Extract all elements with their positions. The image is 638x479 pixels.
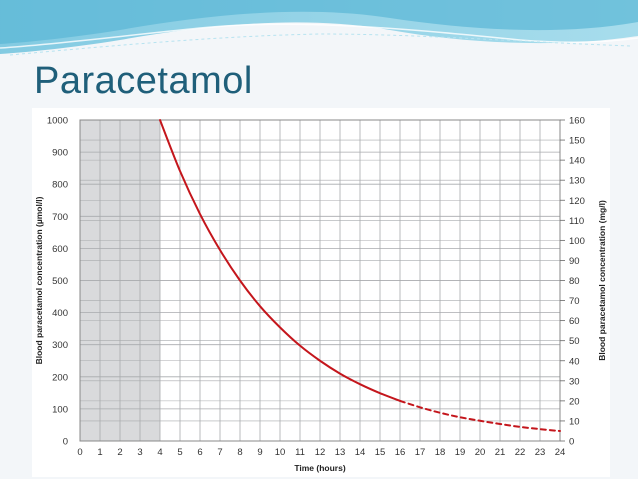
series-group: [159, 119, 561, 433]
y-right-tick-label: 80: [569, 276, 580, 287]
x-tick-label: 11: [295, 447, 305, 458]
y-right-tick-label: 150: [569, 136, 585, 147]
y-left-tick-label: 200: [52, 372, 68, 383]
y-right-tick-label: 120: [569, 196, 585, 207]
x-tick-label: 20: [475, 447, 486, 458]
y-left-tick-label: 900: [52, 148, 68, 159]
y-right-tick-label: 140: [569, 156, 585, 167]
y-left-tick-label: 800: [52, 180, 68, 191]
y-right-tick-label: 30: [569, 376, 580, 387]
x-tick-label: 21: [495, 447, 506, 458]
y-left-tick-label: 1000: [47, 116, 68, 127]
x-tick-label: 8: [237, 447, 242, 458]
y-axis-left-title: Blood paracetamol concentration (µmol/l): [34, 196, 44, 364]
x-tick-label: 16: [395, 447, 406, 458]
slide-header-decoration: [0, 0, 638, 56]
y-right-tick-label: 160: [569, 116, 585, 127]
y-left-tick-label: 500: [52, 276, 68, 287]
x-tick-label: 1: [97, 447, 102, 458]
tick-labels: 0 1 2 3 4 5 6 7 8 9 10 11 12 13 14 15 16 17 18 19 20 21 22 23 24…: [47, 116, 585, 459]
x-tick-label: 4: [157, 447, 162, 458]
y-right-tick-label: 110: [569, 216, 584, 227]
y-right-tick-label: 10: [569, 416, 580, 427]
paracetamol-chart: 0 1 2 3 4 5 6 7 8 9 10 11 12 13 14 15 16 17 18 19 20 21 22 23 24…: [32, 108, 610, 477]
slide-title: Paracetamol: [34, 60, 253, 102]
y-right-tick-label: 50: [569, 336, 580, 347]
x-tick-label: 12: [315, 447, 326, 458]
x-axis-title: Time (hours): [294, 463, 345, 473]
x-tick-label: 13: [335, 447, 346, 458]
y-left-tick-label: 100: [52, 404, 68, 415]
y-axis-right-title: Blood paracetamol concentration (mg/l): [597, 200, 607, 361]
x-tick-label: 5: [177, 447, 182, 458]
x-tick-label: 10: [275, 447, 286, 458]
y-right-tick-label: 40: [569, 356, 580, 367]
x-tick-label: 18: [435, 447, 446, 458]
x-tick-label: 3: [137, 447, 142, 458]
y-left-tick-label: 700: [52, 212, 68, 223]
y-right-tick-label: 0: [569, 437, 574, 448]
series-line-dashed: [399, 399, 561, 433]
y-right-tick-label: 100: [569, 236, 585, 247]
y-right-tick-label: 60: [569, 316, 580, 327]
x-tick-label: 19: [455, 447, 466, 458]
x-tick-label: 6: [197, 447, 202, 458]
y-right-tick-label: 130: [569, 176, 585, 187]
x-tick-label: 14: [355, 447, 366, 458]
x-tick-label: 22: [515, 447, 526, 458]
x-tick-label: 23: [535, 447, 546, 458]
right-axis-ticks: [560, 119, 565, 442]
series-line-solid: [159, 119, 401, 402]
y-left-tick-label: 400: [52, 308, 68, 319]
x-tick-label: 9: [257, 447, 262, 458]
x-tick-label: 7: [217, 447, 222, 458]
y-right-tick-label: 70: [569, 296, 580, 307]
y-left-tick-label: 0: [63, 437, 68, 448]
x-tick-label: 0: [77, 447, 82, 458]
x-tick-label: 2: [117, 447, 122, 458]
x-tick-label: 17: [415, 447, 426, 458]
x-tick-label: 15: [375, 447, 386, 458]
y-right-tick-label: 90: [569, 256, 580, 267]
y-left-tick-label: 300: [52, 340, 68, 351]
x-tick-label: 24: [555, 447, 566, 458]
y-left-tick-label: 600: [52, 244, 68, 255]
y-right-tick-label: 20: [569, 396, 580, 407]
